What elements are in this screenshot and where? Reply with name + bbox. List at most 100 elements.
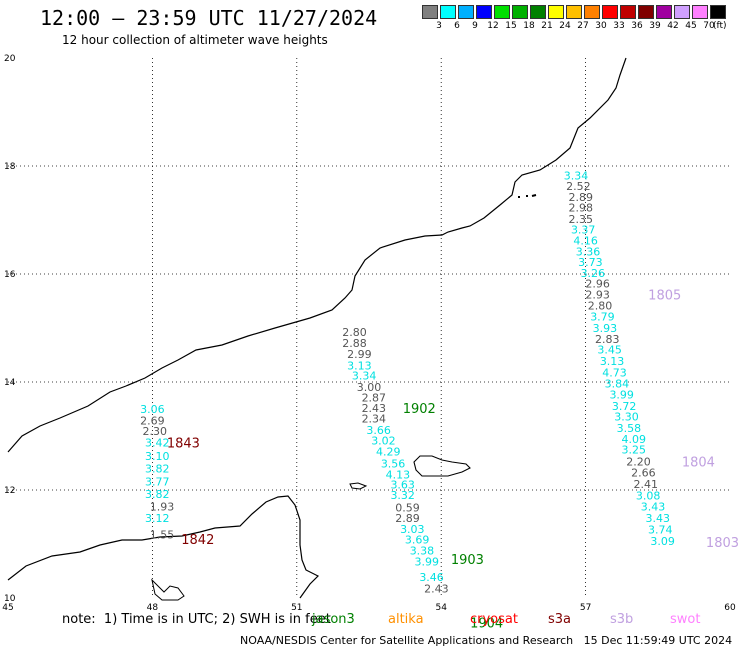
wave-height-value: 3.79 (590, 311, 615, 324)
lon-tick-label: 57 (580, 603, 591, 613)
wave-height-value: 2.93 (585, 289, 610, 302)
wave-height-value: 3.42 (145, 436, 170, 449)
wave-height-value: 3.63 (390, 479, 415, 492)
legend-label: 18 (523, 21, 535, 31)
legend-label: 30 (595, 21, 607, 31)
wave-height-value: 3.38 (410, 544, 435, 557)
wave-height-value: 3.43 (641, 501, 666, 514)
wave-height-value: 2.30 (143, 425, 168, 438)
pass-time-label: 1803 (706, 536, 739, 551)
pass-time-label: 1804 (682, 455, 715, 470)
legend-label: 9 (472, 21, 478, 31)
wave-height-value: 2.80 (342, 326, 367, 339)
wave-height-value: 4.73 (602, 366, 627, 379)
wave-height-value: 2.52 (566, 180, 591, 193)
legend-label: 39 (649, 21, 661, 31)
wave-height-value: 2.83 (595, 333, 620, 346)
wave-height-value: 3.82 (145, 488, 170, 501)
legend-swatch (494, 5, 510, 19)
legend-swatch (476, 5, 492, 19)
wave-height-value: 3.69 (405, 534, 430, 547)
legend-label: 21 (541, 21, 553, 31)
wave-height-value: 4.13 (386, 468, 411, 481)
lon-tick-label: 51 (291, 603, 302, 613)
wave-height-value: 3.84 (605, 378, 630, 391)
legend-swatch (440, 5, 456, 19)
wave-height-value: 3.58 (617, 422, 642, 435)
legend-label: 45 (685, 21, 697, 31)
coastline-arabia (7, 57, 627, 453)
wave-height-value: 3.06 (140, 403, 165, 416)
wave-height-value: 2.43 (424, 582, 449, 595)
credits: NOAA/NESDIS Center for Satellite Applica… (240, 634, 733, 647)
wave-height-value: 3.77 (145, 475, 170, 488)
legend-swatch (602, 5, 618, 19)
island-abd-al-kuri (349, 482, 368, 490)
mission-label-cryosat: cryosat (470, 612, 518, 627)
mission-label-s3b: s3b (610, 612, 634, 627)
lat-tick-label: 10 (4, 594, 16, 604)
legend-label: 70 (703, 21, 715, 31)
wave-height-value: 3.36 (576, 245, 601, 258)
legend-unit: (ft) (713, 21, 727, 31)
legend-swatch (692, 5, 708, 19)
mission-label-swot: swot (670, 612, 701, 627)
pass-time-label: 1904 (470, 616, 503, 631)
lat-tick-label: 12 (4, 486, 15, 496)
wave-height-value: 3.30 (614, 411, 639, 424)
legend-label: 3 (436, 21, 442, 31)
wave-height-value: 3.10 (145, 450, 170, 463)
legend-swatch (710, 5, 726, 19)
wave-height-value: 2.41 (634, 478, 659, 491)
wave-height-value: 3.13 (347, 359, 372, 372)
wave-height-value: 4.09 (621, 433, 646, 446)
lon-tick-label: 54 (435, 603, 447, 613)
wave-height-value: 2.34 (362, 413, 387, 426)
legend-swatch (530, 5, 546, 19)
wave-height-value: 3.72 (612, 400, 637, 413)
wave-height-value: 3.82 (145, 462, 170, 475)
wave-height-value: 3.43 (646, 512, 671, 525)
wave-height-value: 2.35 (569, 213, 594, 226)
wave-height-value: 4.29 (376, 446, 401, 459)
legend-label: 15 (505, 21, 517, 31)
wave-height-value: 3.34 (564, 170, 589, 183)
wave-height-value: 3.45 (597, 344, 622, 357)
lon-tick-label: 48 (147, 603, 159, 613)
wave-height-value: 2.20 (626, 455, 651, 468)
pass-time-label: 1903 (451, 553, 484, 568)
wave-height-value: 2.69 (140, 414, 165, 427)
wave-height-value: 3.25 (621, 444, 646, 457)
island-socotra (413, 455, 471, 477)
wave-height-value: 3.73 (578, 256, 603, 269)
wave-height-value: 3.66 (366, 424, 391, 437)
wave-height-value: 3.13 (600, 355, 625, 368)
wave-height-value: 2.89 (569, 191, 594, 204)
legend-swatch (656, 5, 672, 19)
legend-swatch (638, 5, 654, 19)
legend-label: 33 (613, 21, 625, 31)
legend-swatch (458, 5, 474, 19)
legend-label: 12 (487, 21, 499, 31)
wave-height-value: 3.09 (650, 535, 675, 548)
legend-swatch (512, 5, 528, 19)
wave-height-value: 1.93 (150, 501, 175, 514)
pass-time-label: 1902 (403, 402, 436, 417)
map-note: note: 1) Time is in UTC; 2) SWH is in fe… (62, 612, 331, 627)
wave-height-value: 2.88 (342, 337, 367, 350)
lat-tick-label: 16 (4, 270, 16, 280)
island-djibouti (151, 578, 185, 601)
lon-tick-label: 60 (724, 603, 736, 613)
pass-time-label: 1842 (181, 533, 214, 548)
track-values: 3.062.692.303.423.103.823.773.821.933.12… (140, 170, 675, 596)
wave-height-value: 3.08 (636, 489, 661, 502)
pass-time-label: 1843 (167, 436, 200, 451)
mission-label-s3a: s3a (548, 612, 572, 627)
mission-label-altika: altika (388, 612, 424, 627)
wave-height-value: 2.66 (631, 467, 656, 480)
wave-height-value: 3.74 (648, 523, 673, 536)
legend-swatch (566, 5, 582, 19)
wave-height-value: 3.99 (415, 555, 440, 568)
wave-height-value: 2.87 (362, 392, 387, 405)
wave-height-value: 3.02 (371, 434, 396, 447)
